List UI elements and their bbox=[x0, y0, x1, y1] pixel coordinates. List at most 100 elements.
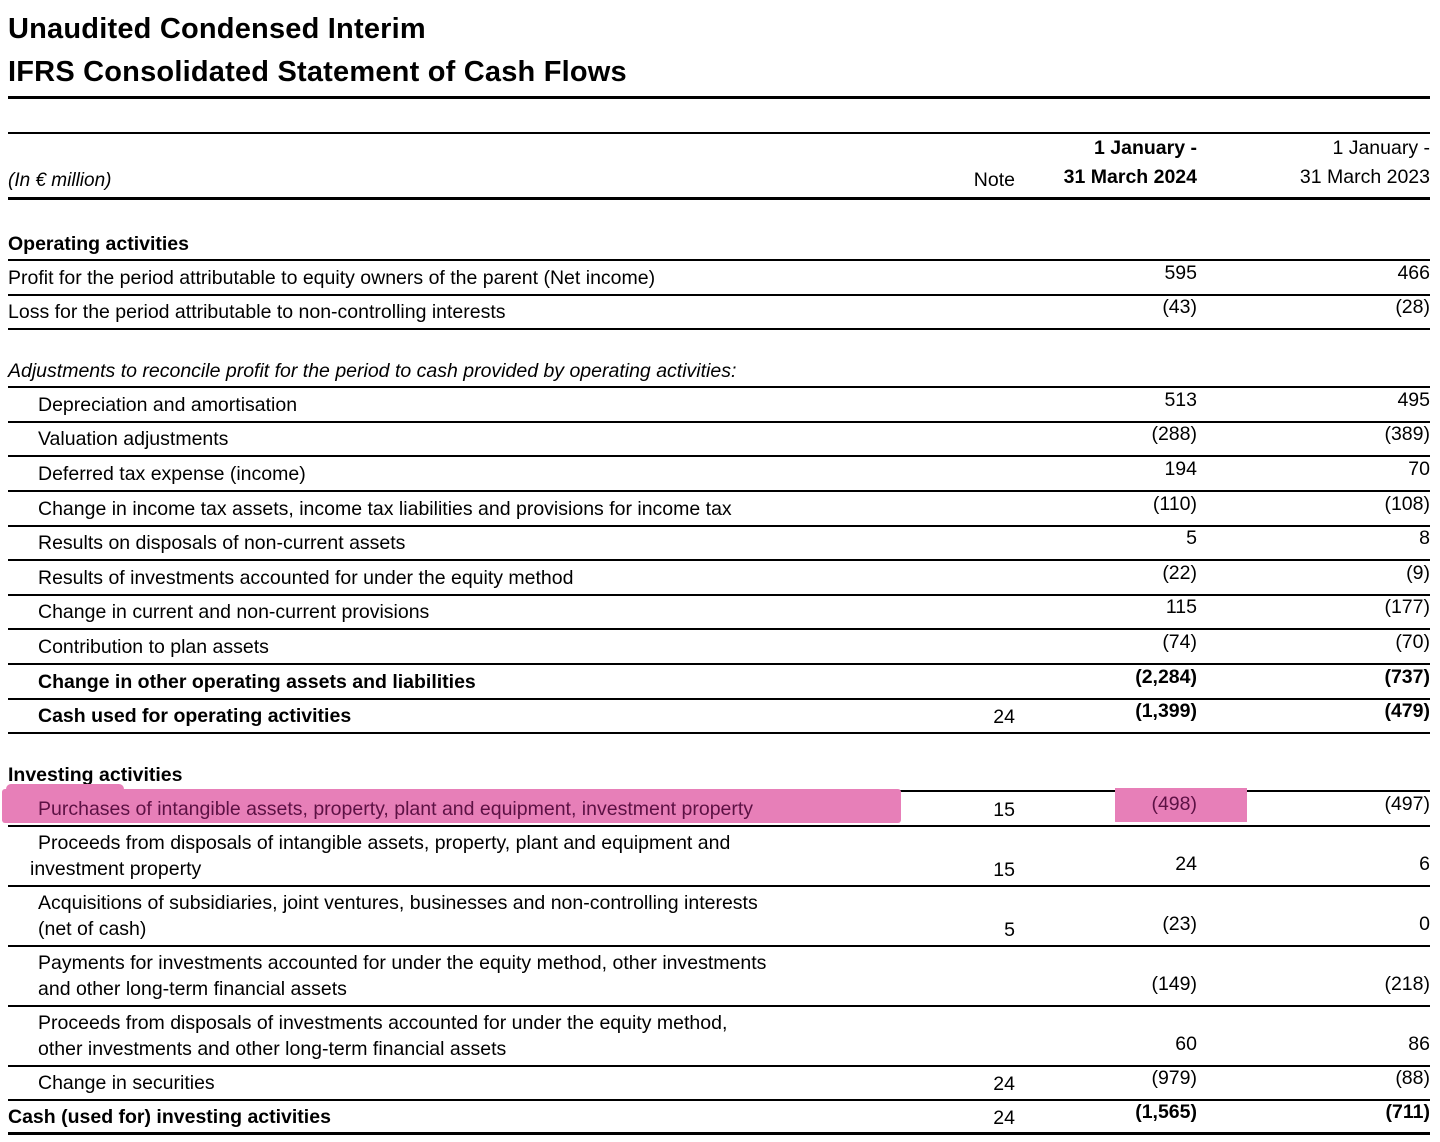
row-value-2024: (110) bbox=[1152, 492, 1197, 515]
row-value-2024: (149) bbox=[1151, 972, 1197, 995]
row-contribution-plan-assets: Contribution to plan assets (74) (70) bbox=[8, 630, 1430, 665]
period-2024-header: 1 January - 31 March 2024 bbox=[1015, 134, 1197, 197]
row-value-2024: 194 bbox=[1164, 457, 1197, 480]
row-label: Contribution to plan assets bbox=[38, 635, 269, 658]
period-2023-line2: 31 March 2023 bbox=[1299, 166, 1430, 188]
row-note: 5 bbox=[1004, 918, 1015, 941]
row-value-2023: 70 bbox=[1408, 457, 1430, 480]
row-value-2024: (1,399) bbox=[1135, 700, 1197, 723]
row-note bbox=[955, 487, 1015, 490]
row-depreciation-amortisation: Depreciation and amortisation 513 495 bbox=[8, 388, 1430, 423]
row-value-2024: 60 bbox=[1175, 1032, 1197, 1055]
row-change-income-tax: Change in income tax assets, income tax … bbox=[8, 492, 1430, 527]
period-2023-header: 1 January - 31 March 2023 bbox=[1197, 134, 1430, 197]
row-results-disposals: Results on disposals of non-current asse… bbox=[8, 527, 1430, 562]
row-note bbox=[955, 291, 1015, 294]
section-adjustments: Adjustments to reconcile profit for the … bbox=[8, 358, 1430, 389]
unit-label: (In € million) bbox=[8, 170, 112, 191]
row-change-securities: Change in securities 24 (979) (88) bbox=[8, 1067, 1430, 1102]
row-label: Purchases of intangible assets, property… bbox=[38, 797, 754, 820]
row-label: Profit for the period attributable to eq… bbox=[8, 266, 656, 289]
row-note bbox=[955, 325, 1015, 328]
row-label: Depreciation and amortisation bbox=[38, 393, 298, 416]
row-value-2023: (389) bbox=[1384, 423, 1430, 446]
pink-marker-label-highlight bbox=[2, 789, 901, 824]
row-note bbox=[955, 1062, 1015, 1065]
row-value-2023: 6 bbox=[1419, 852, 1430, 875]
row-acquisitions-subsidiaries: Acquisitions of subsidiaries, joint vent… bbox=[8, 887, 1430, 947]
row-label: Results of investments accounted for und… bbox=[38, 566, 574, 589]
pink-marker-value-highlight bbox=[1115, 788, 1247, 823]
row-label: Cash used for operating activities bbox=[38, 705, 352, 728]
row-label: Cash (used for) investing activities bbox=[8, 1106, 331, 1129]
row-cash-used-operating: Cash used for operating activities 24 (1… bbox=[8, 700, 1430, 735]
row-value-2023: 495 bbox=[1397, 388, 1430, 411]
row-value-2024: 24 bbox=[1175, 852, 1197, 875]
row-change-provisions: Change in current and non-current provis… bbox=[8, 596, 1430, 631]
row-value-2023: (28) bbox=[1395, 296, 1430, 319]
row-note: 15 bbox=[993, 858, 1015, 881]
period-2024-line1: 1 January - bbox=[1094, 137, 1197, 159]
section-operating-activities: Operating activities bbox=[8, 231, 1430, 261]
row-payments-investments: Payments for investments accounted for u… bbox=[8, 947, 1430, 1007]
note-column-header: Note bbox=[973, 169, 1015, 191]
row-value-2024: (288) bbox=[1151, 423, 1197, 446]
row-deferred-tax: Deferred tax expense (income) 194 70 bbox=[8, 457, 1430, 492]
row-value-2023: (218) bbox=[1384, 972, 1430, 995]
row-value-2023: (177) bbox=[1384, 596, 1430, 619]
row-value-2023: 466 bbox=[1397, 261, 1430, 284]
title-rule bbox=[8, 96, 1430, 99]
period-2024-line2: 31 March 2024 bbox=[1063, 166, 1197, 188]
row-proceeds-disposals-investments: Proceeds from disposals of investments a… bbox=[8, 1007, 1430, 1067]
row-profit-parent: Profit for the period attributable to eq… bbox=[8, 261, 1430, 296]
row-value-2024: 5 bbox=[1186, 527, 1197, 550]
row-note: 24 bbox=[993, 1107, 1015, 1130]
row-value-2023: 8 bbox=[1419, 527, 1430, 550]
row-note bbox=[955, 556, 1015, 559]
row-label: Valuation adjustments bbox=[38, 428, 229, 451]
row-label: Change in income tax assets, income tax … bbox=[38, 497, 732, 520]
row-label: Proceeds from disposals of investments a… bbox=[38, 1011, 728, 1060]
row-value-2024: (2,284) bbox=[1135, 665, 1197, 688]
row-purchases-intangible-ppe: Purchases of intangible assets, property… bbox=[2, 784, 1430, 827]
row-note: 24 bbox=[993, 706, 1015, 729]
row-label: Change in other operating assets and lia… bbox=[38, 670, 476, 693]
row-note bbox=[955, 660, 1015, 663]
row-value-2023: 0 bbox=[1419, 912, 1430, 935]
row-note bbox=[955, 452, 1015, 455]
title-line-2: IFRS Consolidated Statement of Cash Flow… bbox=[8, 56, 627, 88]
row-note: 15 bbox=[993, 798, 1015, 821]
row-label: Proceeds from disposals of intangible as… bbox=[30, 831, 731, 880]
row-proceeds-disposals-ppe: Proceeds from disposals of intangible as… bbox=[8, 827, 1430, 887]
row-note bbox=[955, 522, 1015, 525]
row-value-2023: (479) bbox=[1384, 700, 1430, 723]
row-cash-used-investing: Cash (used for) investing activities 24 … bbox=[8, 1101, 1430, 1136]
document-title: Unaudited Condensed Interim IFRS Consoli… bbox=[8, 8, 1430, 94]
row-label: Loss for the period attributable to non-… bbox=[8, 301, 506, 324]
row-note bbox=[955, 418, 1015, 421]
table-header: (In € million) Note 1 January - 31 March… bbox=[8, 132, 1430, 200]
row-value-2024: (43) bbox=[1162, 296, 1197, 319]
spacer bbox=[8, 200, 1430, 231]
row-value-2023: (70) bbox=[1395, 630, 1430, 653]
row-value-2023: (737) bbox=[1384, 665, 1430, 688]
row-note bbox=[955, 591, 1015, 594]
row-label: Change in securities bbox=[38, 1072, 215, 1095]
row-valuation-adjustments: Valuation adjustments (288) (389) bbox=[8, 423, 1430, 458]
row-value-2024: (1,565) bbox=[1135, 1101, 1197, 1124]
row-note: 24 bbox=[993, 1073, 1015, 1096]
row-value-2024: (22) bbox=[1162, 561, 1197, 584]
pink-marker-smudge bbox=[6, 784, 124, 795]
row-value-2024: 115 bbox=[1165, 596, 1197, 619]
row-note bbox=[955, 1002, 1015, 1005]
row-value-2023: (108) bbox=[1384, 492, 1430, 515]
row-value-2024: 513 bbox=[1164, 388, 1197, 411]
row-value-2023: (497) bbox=[1384, 792, 1430, 815]
row-label: Change in current and non-current provis… bbox=[38, 601, 430, 624]
spacer bbox=[8, 734, 1430, 762]
row-label: Deferred tax expense (income) bbox=[38, 462, 306, 485]
row-loss-nci: Loss for the period attributable to non-… bbox=[8, 296, 1430, 331]
spacer bbox=[8, 330, 1430, 358]
row-value-2023: 86 bbox=[1408, 1032, 1430, 1055]
